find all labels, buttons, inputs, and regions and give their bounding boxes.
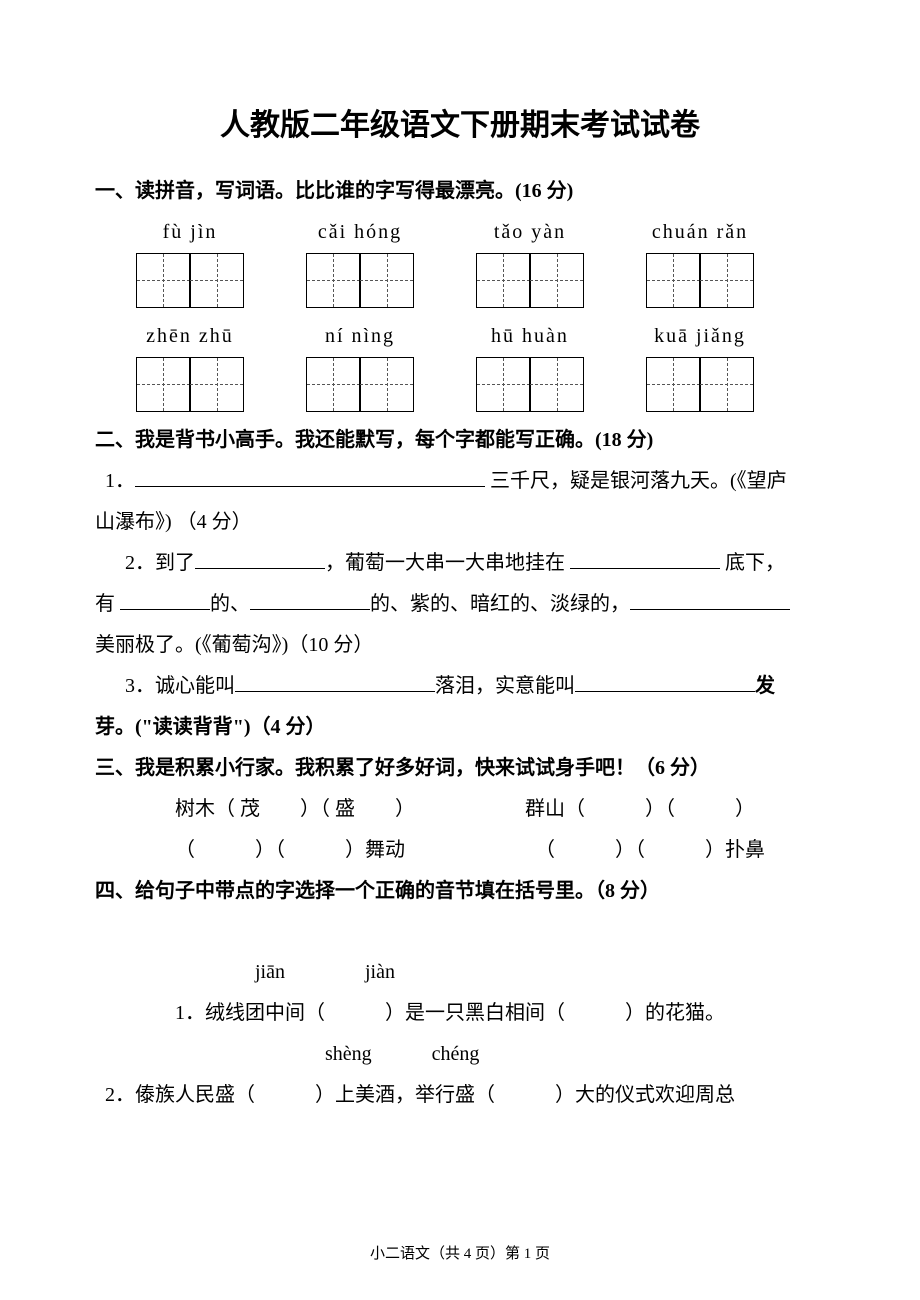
tianzi-box[interactable] [306, 357, 361, 412]
s2-q2-line1: 2．到了 ，葡萄一大串一大串地挂在 底下， [95, 543, 825, 584]
tianzi-box[interactable] [476, 357, 531, 412]
page-footer: 小二语文（共 4 页）第 1 页 [0, 1239, 920, 1270]
pinyin-cell: fù jìn [105, 212, 275, 253]
blank[interactable] [195, 548, 325, 569]
pinyin-cell: cǎi hóng [275, 212, 445, 253]
tianzi-box[interactable] [699, 253, 754, 308]
tianzi-pair [275, 357, 445, 412]
text: 落泪，实意能叫 [435, 675, 575, 697]
tianzi-box[interactable] [136, 253, 191, 308]
pinyin-cell: chuán rǎn [615, 212, 785, 253]
tianzi-box[interactable] [359, 357, 414, 412]
tianzi-box[interactable] [359, 253, 414, 308]
tianzi-box[interactable] [136, 357, 191, 412]
blank[interactable] [570, 548, 720, 569]
s2-q2-line2: 有 的、 的、紫的、暗红的、淡绿的， [95, 584, 825, 625]
page-title: 人教版二年级语文下册期末考试试卷 [95, 95, 825, 157]
blank[interactable] [250, 589, 370, 610]
text: 3．诚心能叫 [125, 675, 235, 697]
text: 底下， [720, 552, 785, 574]
s4-pinyin-2: shèng chéng [95, 1034, 825, 1075]
s4-pinyin-1: jiān jiàn [95, 952, 825, 993]
pinyin-cell: kuā jiǎng [615, 316, 785, 357]
tianzi-box[interactable] [189, 253, 244, 308]
blank[interactable] [575, 671, 755, 692]
page: 人教版二年级语文下册期末考试试卷 一、读拼音，写词语。比比谁的字写得最漂亮。(1… [0, 0, 920, 1300]
tianzi-box[interactable] [529, 253, 584, 308]
blank[interactable] [135, 466, 485, 487]
pinyin-cell: tǎo yàn [445, 212, 615, 253]
text: 芽。("读读背背")（4 分） [95, 716, 326, 738]
pinyin-row-1: fù jìn cǎi hóng tǎo yàn chuán rǎn [105, 212, 825, 253]
text: 的、紫的、暗红的、淡绿的， [370, 593, 630, 615]
tianzi-box[interactable] [699, 357, 754, 412]
tianzi-box[interactable] [476, 253, 531, 308]
tianzi-pair [105, 357, 275, 412]
tianzi-box[interactable] [306, 253, 361, 308]
tianzi-pair [445, 357, 615, 412]
tianzi-box[interactable] [646, 357, 701, 412]
s2-q1-line2: 山瀑布》) （4 分） [95, 502, 825, 543]
s2-q3-line2: 芽。("读读背背")（4 分） [95, 707, 825, 748]
tianzi-box[interactable] [529, 357, 584, 412]
text: 2．到了 [125, 552, 195, 574]
text: 发 [755, 675, 775, 697]
s2-q1-line1: 1． 三千尺，疑是银河落九天。(《望庐 [95, 461, 825, 502]
section-3-heading: 三、我是积累小行家。我积累了好多好词，快来试试身手吧！（6 分） [95, 748, 825, 789]
s4-q1: 1．绒线团中间（ ）是一只黑白相间（ ）的花猫。 [95, 993, 825, 1034]
tianzi-pair [105, 253, 275, 308]
pinyin-row-2: zhēn zhū ní nìng hū huàn kuā jiǎng [105, 316, 825, 357]
section-1-heading: 一、读拼音，写词语。比比谁的字写得最漂亮。(16 分) [95, 171, 825, 212]
tianzi-pair [275, 253, 445, 308]
blank[interactable] [235, 671, 435, 692]
pinyin-cell: ní nìng [275, 316, 445, 357]
text: ，葡萄一大串一大串地挂在 [325, 552, 570, 574]
pinyin-cell: zhēn zhū [105, 316, 275, 357]
spacer [95, 912, 825, 952]
s2-q2-line3: 美丽极了。(《葡萄沟》)（10 分） [95, 625, 825, 666]
tianzi-box[interactable] [646, 253, 701, 308]
text: 1． [105, 470, 135, 492]
blank[interactable] [120, 589, 210, 610]
section-2-heading: 二、我是背书小高手。我还能默写，每个字都能写正确。(18 分) [95, 420, 825, 461]
s3-line2: （ ）（ ）舞动 （ ）（ ）扑鼻 [95, 830, 825, 871]
text: 的、 [210, 593, 250, 615]
s2-q3-line1: 3．诚心能叫 落泪，实意能叫 发 [95, 666, 825, 707]
s4-q2: 2．傣族人民盛（ ）上美酒，举行盛（ ）大的仪式欢迎周总 [95, 1075, 825, 1116]
tianzi-pair [615, 253, 785, 308]
blank[interactable] [630, 589, 790, 610]
text: 三千尺，疑是银河落九天。(《望庐 [485, 470, 787, 492]
tianzi-row-1 [105, 253, 825, 308]
tianzi-pair [615, 357, 785, 412]
tianzi-pair [445, 253, 615, 308]
tianzi-box[interactable] [189, 357, 244, 412]
pinyin-cell: hū huàn [445, 316, 615, 357]
tianzi-row-2 [105, 357, 825, 412]
text: 有 [95, 593, 120, 615]
section-4-heading: 四、给句子中带点的字选择一个正确的音节填在括号里。（8 分） [95, 871, 825, 912]
s3-line1: 树木（ 茂 ）（ 盛 ） 群山（ ）（ ） [95, 789, 825, 830]
